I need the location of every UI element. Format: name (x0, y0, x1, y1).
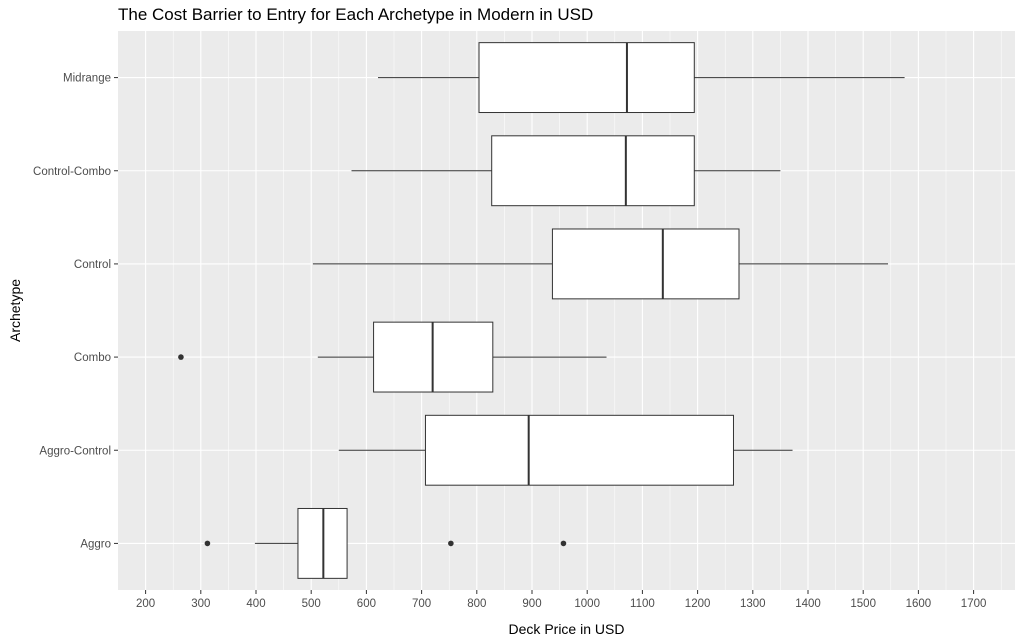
x-tick-label: 1000 (574, 598, 600, 610)
x-tick-label: 200 (136, 598, 155, 610)
x-tick-label: 1100 (630, 598, 655, 610)
y-axis-title: Archetype (7, 279, 23, 342)
y-tick-label: Aggro (80, 538, 111, 550)
x-tick-label: 1600 (906, 598, 932, 610)
y-tick-label: Combo (74, 352, 111, 364)
x-tick-label: 300 (191, 598, 210, 610)
outlier-point (178, 354, 184, 360)
plot-panel (118, 31, 1015, 590)
box-midrange (478, 42, 695, 114)
x-tick-label: 600 (357, 598, 376, 610)
x-tick-label: 800 (467, 598, 486, 610)
x-tick-label: 1700 (961, 598, 987, 610)
x-tick-label: 1200 (685, 598, 711, 610)
x-tick-label: 1300 (740, 598, 766, 610)
x-tick-label: 1400 (795, 598, 821, 610)
box-aggro-control (424, 414, 734, 486)
x-tick-label: 1500 (850, 598, 876, 610)
x-tick-label: 500 (302, 598, 321, 610)
y-tick-label: Control-Combo (33, 166, 111, 178)
x-axis-title: Deck Price in USD (509, 621, 625, 637)
x-tick-label: 400 (246, 598, 265, 610)
y-tick-label: Control (74, 259, 111, 271)
outlier-point (560, 540, 567, 547)
box-control-combo (491, 135, 695, 207)
x-tick-label: 900 (522, 598, 541, 610)
x-tick-label: 700 (412, 598, 431, 610)
outlier-point (204, 540, 211, 547)
chart-title: The Cost Barrier to Entry for Each Arche… (118, 5, 594, 24)
box-control (551, 228, 740, 300)
y-tick-label: Aggro-Control (39, 445, 111, 457)
outlier-point (448, 540, 454, 547)
y-tick-label: Midrange (63, 73, 111, 85)
